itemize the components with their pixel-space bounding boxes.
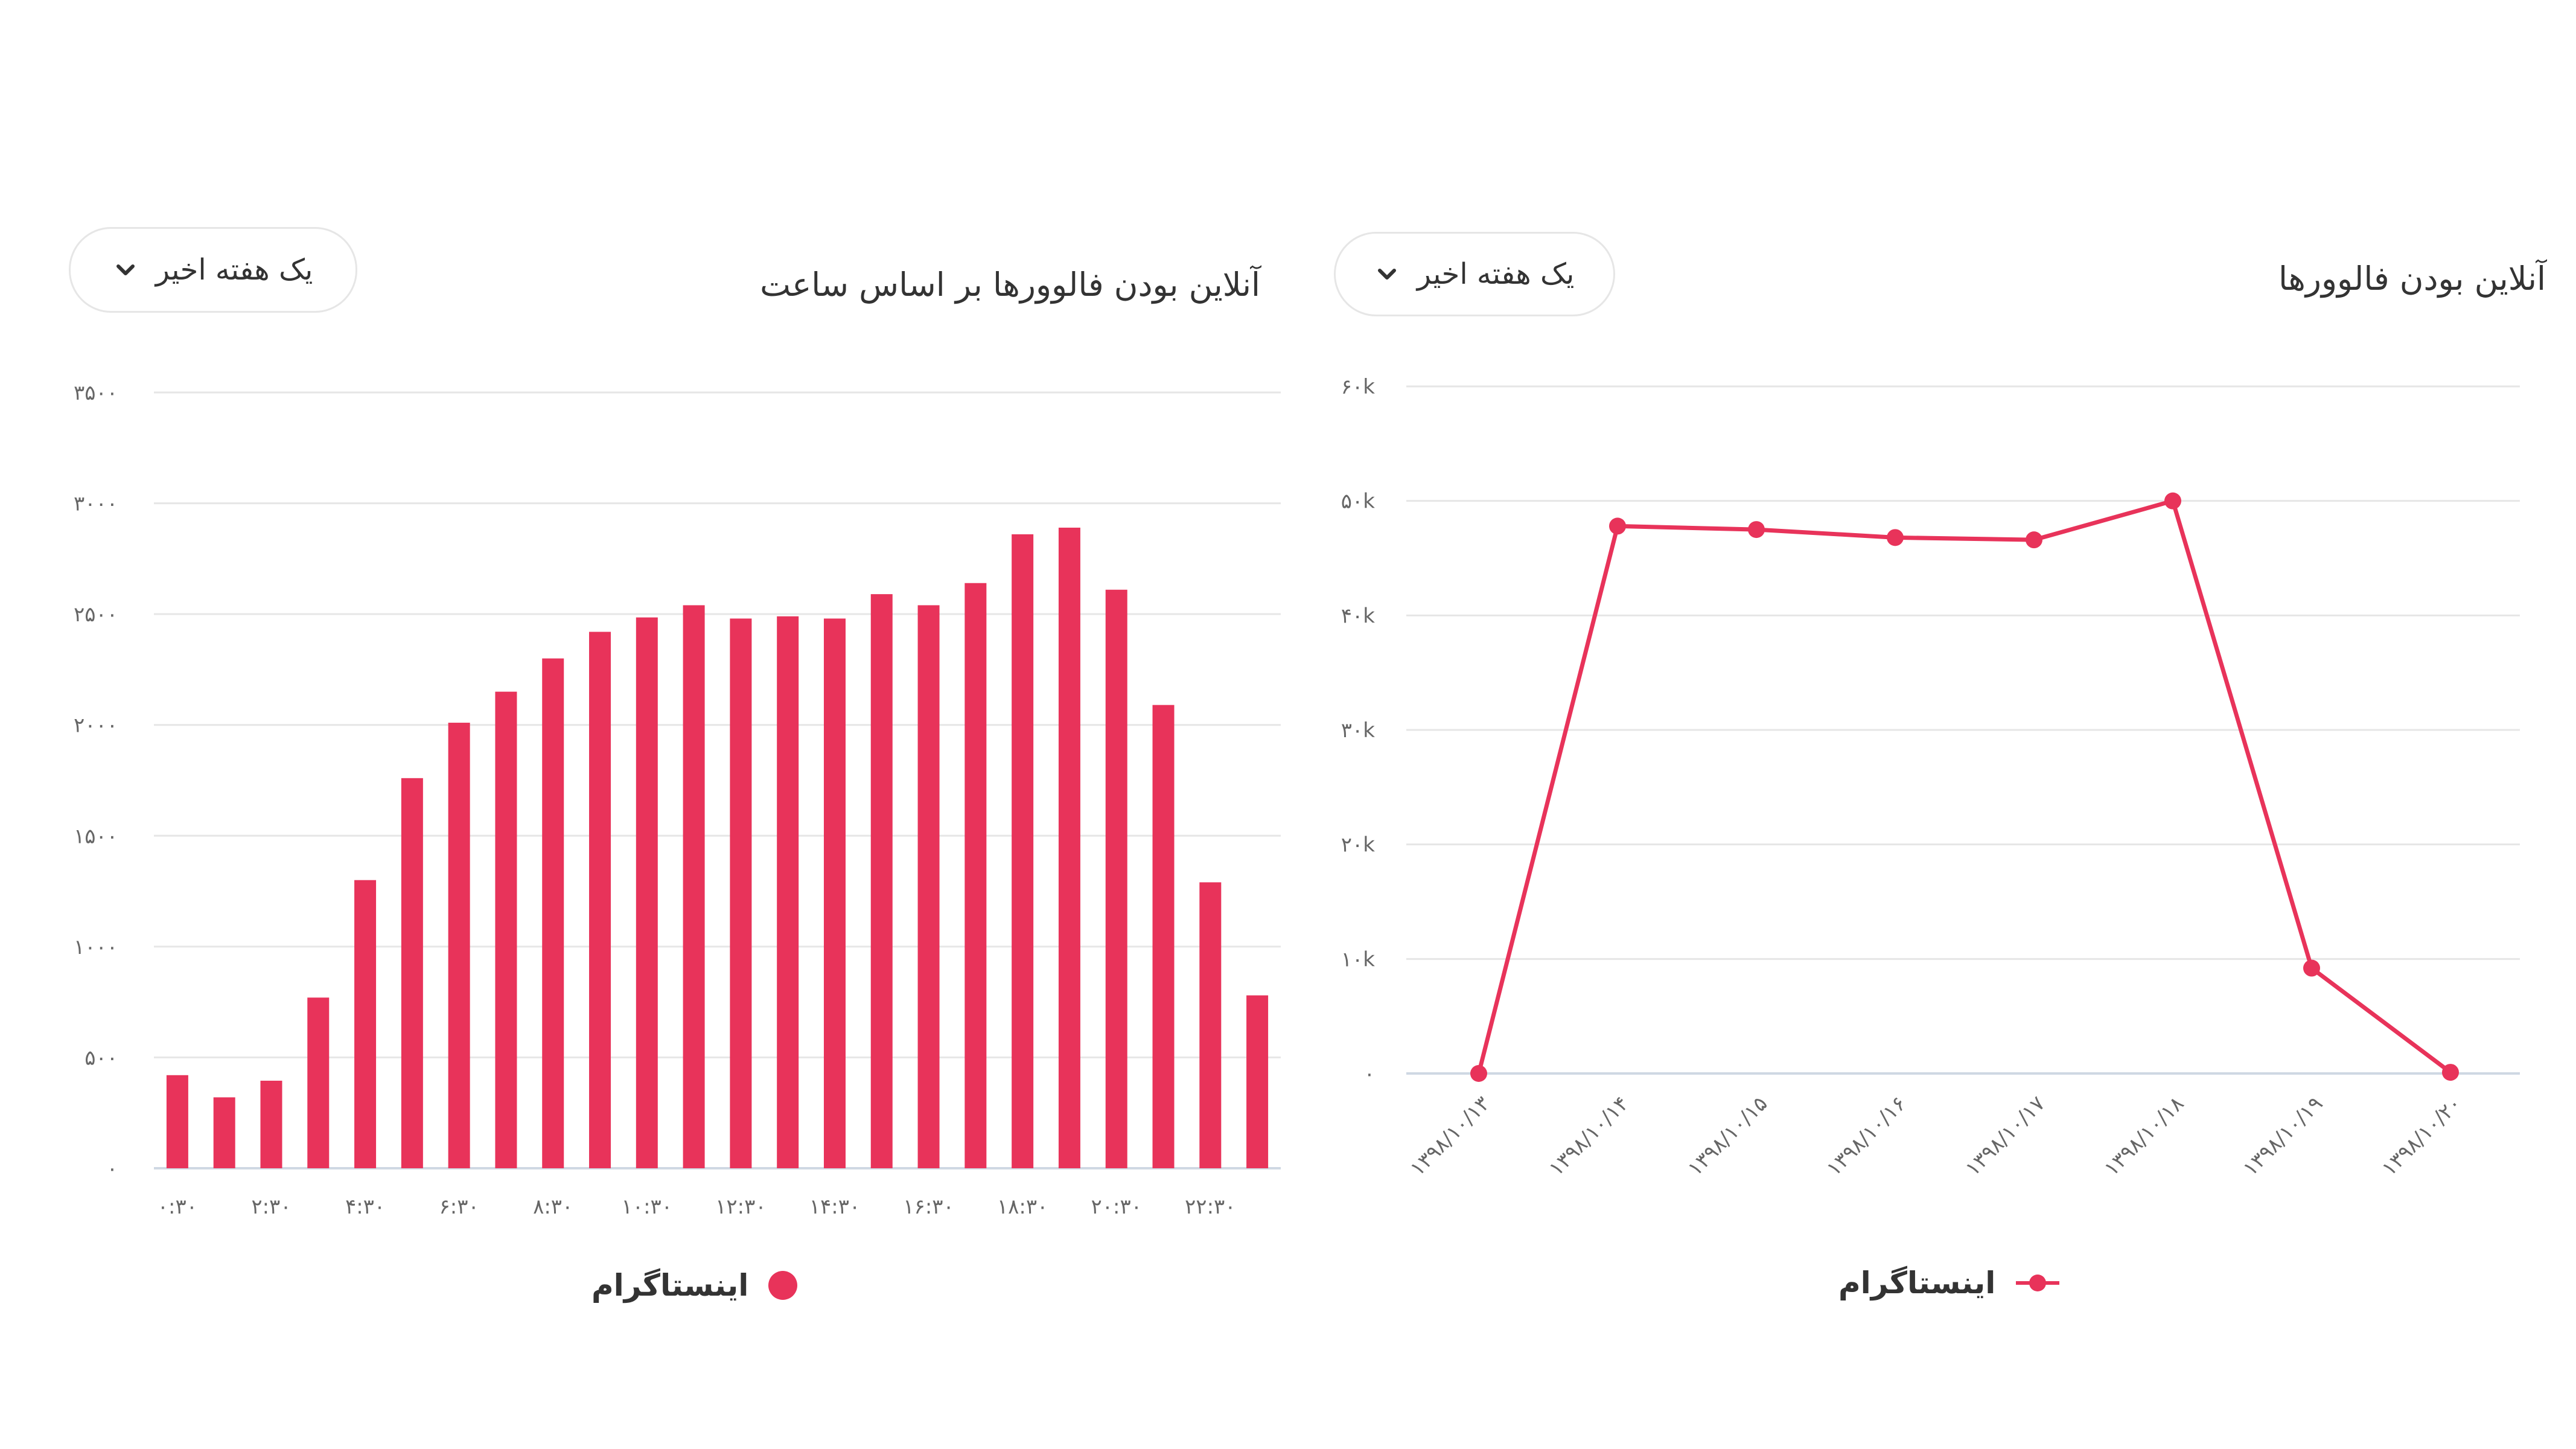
legend-label: اینستاگرام bbox=[1838, 1265, 1996, 1300]
bar[interactable] bbox=[823, 618, 846, 1168]
x-tick-label: ۱۴:۳۰ bbox=[809, 1195, 861, 1219]
x-tick-label: ۱۸:۳۰ bbox=[997, 1195, 1048, 1219]
y-tick-label: ۱۵۰۰ bbox=[74, 824, 118, 848]
x-tick-label: ۸:۳۰ bbox=[533, 1195, 573, 1219]
bar[interactable] bbox=[1199, 882, 1222, 1168]
bar-chart: ۰ ۵۰۰ ۱۰۰۰ ۱۵۰۰ ۲۰۰۰ ۲۵۰۰ ۳۰۰۰ ۳۵۰۰ ۰:۳۰ ۲:۳۰ ۴:۳۰… bbox=[74, 381, 1281, 1219]
y-tick-label: ۲۵۰۰ bbox=[74, 603, 118, 627]
chart-title: آنلاین بودن فالوورها bbox=[2278, 260, 2546, 298]
bar[interactable] bbox=[1105, 589, 1127, 1168]
bar[interactable] bbox=[1012, 534, 1034, 1168]
x-tick-label: ۱۶:۳۰ bbox=[903, 1195, 954, 1219]
bar[interactable] bbox=[307, 997, 330, 1168]
x-tick-label: ۱۲:۳۰ bbox=[715, 1195, 767, 1219]
chart-legend[interactable]: اینستاگرام bbox=[1838, 1265, 2062, 1300]
bar[interactable] bbox=[213, 1097, 235, 1168]
bar[interactable] bbox=[636, 617, 658, 1168]
y-tick-label: ۲۰۰۰ bbox=[74, 714, 118, 738]
x-tick-label: ۲۰:۳۰ bbox=[1091, 1195, 1142, 1219]
bar[interactable] bbox=[401, 778, 423, 1168]
bar[interactable] bbox=[1152, 705, 1175, 1168]
bar[interactable] bbox=[777, 616, 799, 1168]
chevron-down-icon bbox=[116, 264, 135, 275]
bar[interactable] bbox=[166, 1075, 188, 1168]
x-tick-label: ۶:۳۰ bbox=[439, 1195, 479, 1219]
bar[interactable] bbox=[448, 723, 470, 1168]
x-tick-label: ۲۲:۳۰ bbox=[1185, 1195, 1236, 1219]
period-select[interactable]: یک هفته اخیر bbox=[69, 227, 357, 313]
x-tick-label: ۰:۳۰ bbox=[158, 1195, 197, 1219]
bar[interactable] bbox=[964, 583, 987, 1168]
daily-chart-panel: آنلاین بودن فالوورها یک هفته اخیر اینستا… bbox=[1298, 0, 2576, 1449]
bar[interactable] bbox=[354, 880, 377, 1168]
x-tick-label: ۴:۳۰ bbox=[345, 1195, 385, 1219]
legend-label: اینستاگرام bbox=[591, 1268, 749, 1303]
chart-title: آنلاین بودن فالوورها بر اساس ساعت bbox=[760, 266, 1260, 304]
x-tick-label: ۲:۳۰ bbox=[251, 1195, 291, 1219]
bar[interactable] bbox=[260, 1080, 282, 1168]
period-select-label: یک هفته اخیر bbox=[155, 253, 313, 287]
period-select-label: یک هفته اخیر bbox=[1417, 257, 1575, 291]
bar[interactable] bbox=[917, 605, 940, 1168]
bar[interactable] bbox=[683, 605, 705, 1168]
y-tick-label: ۳۵۰۰ bbox=[74, 381, 118, 405]
bar[interactable] bbox=[730, 618, 752, 1168]
bar[interactable] bbox=[589, 632, 611, 1168]
bar[interactable] bbox=[495, 691, 517, 1168]
chevron-down-icon bbox=[1377, 269, 1396, 280]
bar[interactable] bbox=[870, 594, 893, 1168]
circle-marker-icon bbox=[768, 1271, 798, 1300]
chart-legend[interactable]: اینستاگرام bbox=[591, 1268, 799, 1303]
y-tick-label: ۱۰۰۰ bbox=[74, 935, 118, 959]
y-tick-label: ۵۰۰ bbox=[84, 1046, 118, 1070]
bar[interactable] bbox=[1246, 995, 1269, 1168]
bar[interactable] bbox=[542, 658, 564, 1168]
line-marker-icon bbox=[2016, 1275, 2060, 1291]
bar[interactable] bbox=[1058, 527, 1080, 1168]
y-tick-label: ۰ bbox=[107, 1157, 118, 1181]
hourly-chart-panel: آنلاین بودن فالوورها بر اساس ساعت یک هفت… bbox=[0, 0, 1286, 1449]
x-tick-label: ۱۰:۳۰ bbox=[622, 1195, 673, 1219]
y-tick-label: ۳۰۰۰ bbox=[74, 492, 118, 516]
period-select[interactable]: یک هفته اخیر bbox=[1334, 232, 1615, 316]
